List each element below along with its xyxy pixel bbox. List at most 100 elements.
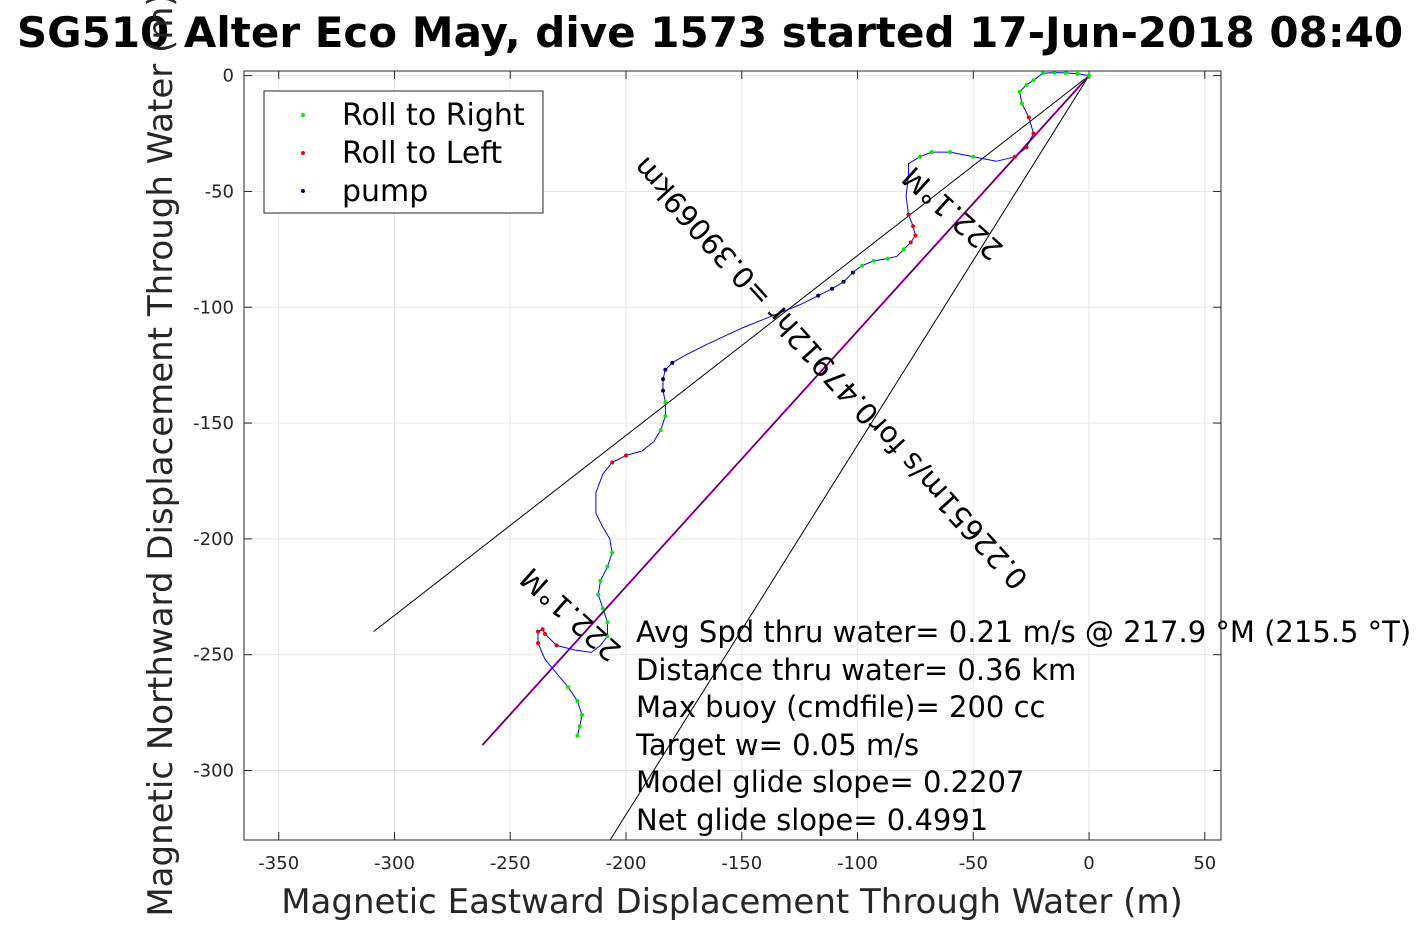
roll-left-point	[908, 240, 913, 245]
glider-track	[537, 72, 1090, 736]
roll-right-point	[901, 247, 906, 252]
roll-right-point	[1040, 71, 1045, 76]
roll-right-point	[575, 733, 580, 738]
roll-left-point	[542, 631, 547, 636]
roll-right-point	[929, 150, 934, 155]
roll-left-point	[536, 629, 541, 634]
legend-label-roll-left: Roll to Left	[342, 136, 502, 171]
x-tick-label: -150	[721, 853, 762, 874]
roll-right-point	[575, 699, 580, 704]
roll-right-point	[598, 578, 603, 583]
pump-point	[663, 367, 668, 372]
axis-ticks	[244, 71, 1221, 840]
y-tick-label: -100	[193, 297, 234, 318]
legend-box	[263, 90, 544, 214]
heading-cone-lines	[373, 75, 1090, 840]
roll-right-point	[566, 685, 571, 690]
pump-point	[670, 360, 675, 365]
legend-marker-pump	[301, 189, 305, 193]
annotation-net-glide: Net glide slope= 0.4991	[636, 803, 988, 837]
roll-left-point	[540, 627, 545, 632]
roll-right-point	[663, 414, 668, 419]
pump-point	[661, 377, 666, 382]
x-tick-label: -200	[606, 853, 647, 874]
roll-left-point	[610, 460, 615, 465]
legend-label-pump: pump	[342, 174, 428, 209]
stats-annotations: Avg Spd thru water= 0.21 m/s @ 217.9 °M …	[635, 615, 1411, 837]
roll-left-point	[554, 643, 559, 648]
annotation-target-w: Target w= 0.05 m/s	[635, 728, 919, 762]
roll-right-point	[1031, 78, 1036, 83]
grid-lines	[244, 71, 1221, 840]
legend-marker-roll-right	[301, 113, 305, 117]
annotation-max-buoy: Max buoy (cmdfile)= 200 cc	[636, 690, 1045, 724]
annotation-avg-speed: Avg Spd thru water= 0.21 m/s @ 217.9 °M …	[636, 615, 1411, 649]
tick-labels: -350 -300 -250 -200 -150 -100 -50 0 50 0 -50 -100 -1…	[193, 66, 1216, 874]
roll-right-point	[948, 150, 953, 155]
roll-right-point	[1017, 89, 1022, 94]
roll-right-point	[600, 606, 605, 611]
heading-cone-line	[373, 75, 1090, 632]
annotation-model-glide: Model glide slope= 0.2207	[636, 765, 1024, 799]
x-tick-label: -50	[959, 853, 988, 874]
roll-right-point	[605, 564, 610, 569]
roll-right-point	[1024, 82, 1029, 87]
roll-left-point	[536, 641, 541, 646]
roll-right-point	[605, 634, 610, 639]
pump-point	[830, 286, 835, 291]
roll-left-point	[1012, 154, 1017, 159]
y-axis-label: Magnetic Northward Displacement Through …	[141, 0, 181, 917]
roll-left-point	[906, 212, 911, 217]
legend-label-roll-right: Roll to Right	[342, 98, 525, 133]
x-tick-label: -300	[374, 853, 415, 874]
roll-left-point	[1026, 115, 1031, 120]
y-tick-label: -150	[193, 413, 234, 434]
roll-right-point	[1075, 71, 1080, 76]
roll-right-point	[1052, 71, 1057, 75]
roll-right-point	[596, 592, 601, 597]
pump-point	[661, 388, 666, 393]
x-axis-label: Magnetic Eastward Displacement Through W…	[281, 882, 1183, 922]
heading-cone-line	[609, 75, 1090, 840]
roll-right-point	[580, 712, 585, 717]
roll-pump-points	[536, 71, 1092, 738]
roll-right-point	[1019, 101, 1024, 106]
x-tick-label: -100	[837, 853, 878, 874]
net-displacement-line	[481, 74, 1090, 746]
roll-right-point	[885, 256, 890, 261]
roll-right-point	[860, 263, 865, 268]
roll-right-point	[663, 400, 668, 405]
roll-right-point	[1063, 71, 1068, 75]
roll-right-point	[971, 154, 976, 159]
axes-box	[243, 70, 1222, 841]
roll-left-point	[1031, 131, 1036, 136]
roll-right-point	[605, 620, 610, 625]
y-tick-label: -250	[193, 645, 234, 666]
net-line-core	[482, 75, 1090, 746]
annotation-distance: Distance thru water= 0.36 km	[636, 653, 1076, 687]
roll-left-point	[1024, 145, 1029, 150]
pump-point	[841, 279, 846, 284]
y-tick-label: 0	[223, 66, 234, 87]
roll-right-point	[918, 154, 923, 159]
legend-marker-roll-left	[301, 151, 305, 155]
pump-point	[816, 293, 821, 298]
roll-right-point	[610, 550, 615, 555]
y-tick-label: -300	[193, 761, 234, 782]
x-tick-label: -250	[490, 853, 531, 874]
roll-left-point	[913, 233, 918, 238]
roll-left-point	[624, 453, 629, 458]
roll-right-point	[871, 258, 876, 263]
y-tick-label: -50	[205, 181, 234, 202]
y-tick-label: -200	[193, 529, 234, 550]
roll-right-point	[577, 724, 582, 729]
x-tick-label: 0	[1083, 853, 1094, 874]
x-tick-label: 50	[1193, 853, 1216, 874]
track-line	[537, 72, 1090, 736]
roll-left-point	[911, 224, 916, 229]
chart-title: SG510 Alter Eco May, dive 1573 started 1…	[17, 8, 1403, 57]
legend: Roll to Right Roll to Left pump	[263, 90, 544, 214]
roll-right-point	[658, 428, 663, 433]
roll-right-point	[1087, 73, 1092, 78]
